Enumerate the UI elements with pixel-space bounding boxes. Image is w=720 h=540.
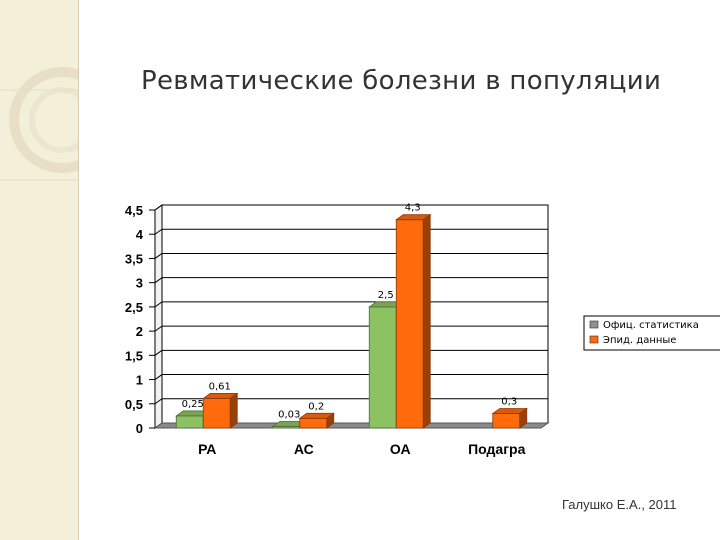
bar-side bbox=[422, 213, 431, 429]
gridline-side bbox=[154, 301, 163, 308]
legend-entry: Офиц. статистика bbox=[603, 320, 699, 331]
data-label: 0,03 bbox=[278, 410, 300, 421]
gridline-side bbox=[154, 398, 163, 405]
legend-swatch bbox=[589, 335, 599, 344]
bar bbox=[395, 219, 424, 429]
bar bbox=[492, 413, 521, 429]
data-label: 2,5 bbox=[378, 290, 394, 301]
gridline-side bbox=[154, 228, 163, 235]
data-label: 4,3 bbox=[405, 203, 421, 214]
category-label: ОА bbox=[390, 441, 411, 457]
y-tick-label: 0 bbox=[136, 421, 143, 436]
chart-legend: Офиц. статистика Эпид. данные bbox=[583, 315, 720, 351]
category-label: АС bbox=[294, 441, 314, 457]
gridline-side bbox=[154, 325, 163, 332]
y-tick-label: 1 bbox=[136, 373, 143, 388]
bar-side bbox=[229, 392, 238, 429]
legend-box bbox=[583, 315, 720, 351]
bar-side bbox=[326, 412, 335, 429]
y-tick-label: 0,5 bbox=[125, 397, 143, 412]
y-tick-label: 4,5 bbox=[125, 203, 143, 218]
gridline-side bbox=[154, 204, 163, 211]
plot-area: 0 0,5 1 1,5 2 2,5 3 3,5 4 4,5 0,25 0,61 РА 0,03 0,2 АС 2… bbox=[125, 203, 550, 457]
bar bbox=[202, 398, 231, 429]
data-label: 0,2 bbox=[308, 401, 324, 412]
y-tick-label: 3 bbox=[136, 276, 143, 291]
y-tick-label: 2,5 bbox=[125, 300, 143, 315]
decorative-sidebar bbox=[0, 0, 79, 540]
y-tick-label: 4 bbox=[136, 227, 144, 242]
sidebar-ornament bbox=[0, 67, 78, 181]
data-label: 0,3 bbox=[501, 396, 517, 407]
slide-title: Ревматические болезни в популяции bbox=[141, 66, 662, 96]
legend-entry: Эпид. данные bbox=[603, 335, 676, 346]
data-label: 0,61 bbox=[209, 381, 231, 392]
author-credit: Галушко Е.А., 2011 bbox=[562, 497, 677, 512]
gridline-side bbox=[154, 277, 163, 284]
bar bbox=[175, 415, 204, 429]
y-tick-label: 3,5 bbox=[125, 251, 143, 266]
y-tick-label: 2 bbox=[136, 324, 143, 339]
bar bbox=[368, 306, 397, 429]
bar bbox=[299, 417, 328, 429]
y-tick-label: 1,5 bbox=[125, 348, 143, 363]
category-label: Подагра bbox=[468, 441, 525, 457]
category-label: РА bbox=[198, 441, 216, 457]
side-wall bbox=[154, 204, 163, 429]
data-label: 0,25 bbox=[182, 399, 204, 410]
back-wall bbox=[161, 204, 549, 424]
gridline-side bbox=[154, 374, 163, 380]
gridline-side bbox=[154, 349, 163, 356]
legend-swatch bbox=[589, 320, 599, 329]
gridline-side bbox=[154, 253, 163, 259]
bar-side bbox=[519, 407, 528, 429]
